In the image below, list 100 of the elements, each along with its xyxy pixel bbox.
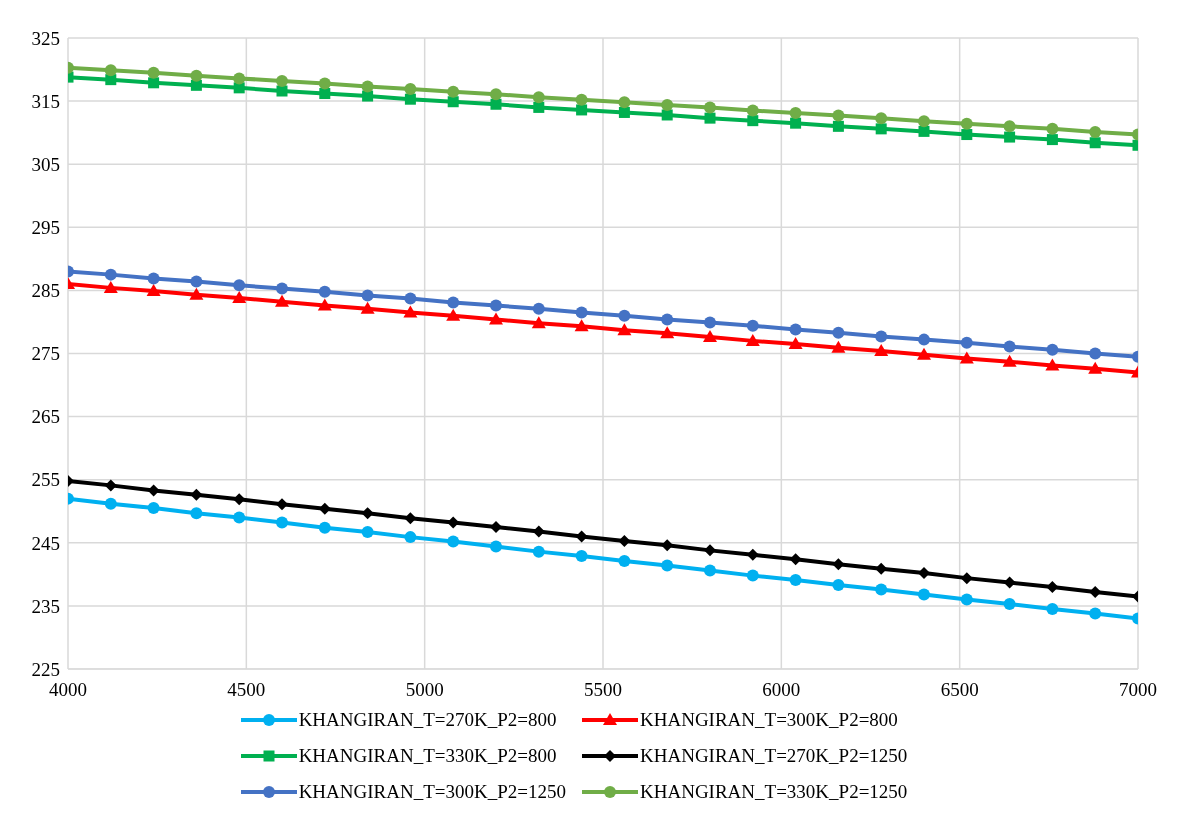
point xyxy=(532,302,545,315)
point xyxy=(704,112,716,124)
point xyxy=(360,301,375,314)
point xyxy=(1046,603,1059,616)
point xyxy=(1002,354,1017,367)
point xyxy=(189,287,204,300)
legend-label: KHANGIRAN_T=330K_P2=800 xyxy=(298,745,557,767)
point xyxy=(532,91,545,104)
point xyxy=(1089,347,1102,360)
point xyxy=(831,340,846,353)
point xyxy=(233,72,246,85)
point xyxy=(190,275,203,288)
point xyxy=(1003,120,1016,133)
point xyxy=(745,333,760,346)
point xyxy=(404,292,417,305)
point xyxy=(1003,598,1016,611)
y-tick-label: 295 xyxy=(31,217,60,239)
point xyxy=(532,545,545,558)
y-tick-label: 275 xyxy=(31,343,60,365)
point xyxy=(746,104,759,117)
point xyxy=(960,572,973,585)
point xyxy=(875,112,888,125)
point xyxy=(317,298,332,311)
point xyxy=(190,507,203,520)
point xyxy=(746,319,759,332)
point xyxy=(361,507,374,520)
point xyxy=(959,351,974,364)
point xyxy=(490,540,502,553)
point xyxy=(574,319,589,332)
point xyxy=(618,534,631,547)
point xyxy=(490,98,502,110)
point xyxy=(490,88,502,101)
x-tick-label: 4000 xyxy=(49,679,87,701)
point xyxy=(490,299,502,312)
point xyxy=(960,336,973,349)
point xyxy=(875,562,888,575)
point xyxy=(233,279,246,292)
point xyxy=(575,93,588,106)
y-tick-label: 325 xyxy=(31,27,60,49)
point xyxy=(875,330,888,343)
point xyxy=(832,579,845,592)
point xyxy=(789,323,802,336)
y-tick-label: 235 xyxy=(31,595,60,617)
legend-label: KHANGIRAN_T=270K_P2=1250 xyxy=(640,745,908,767)
point xyxy=(404,83,417,96)
point xyxy=(875,123,887,135)
point xyxy=(104,497,117,510)
point xyxy=(490,521,502,534)
point xyxy=(618,106,630,118)
point xyxy=(789,107,802,120)
point xyxy=(403,305,418,318)
point xyxy=(318,521,331,534)
point xyxy=(147,272,160,285)
legend-label: KHANGIRAN_T=330K_P2=1250 xyxy=(640,781,908,803)
point xyxy=(618,309,631,322)
point xyxy=(832,109,845,122)
point xyxy=(276,498,288,511)
point xyxy=(147,66,160,79)
x-tick-label: 5000 xyxy=(405,679,444,701)
point xyxy=(617,323,632,336)
point xyxy=(960,117,973,130)
point xyxy=(1004,131,1016,143)
point xyxy=(362,90,374,102)
point xyxy=(576,104,588,116)
point xyxy=(918,115,930,128)
x-tick-label: 7000 xyxy=(1119,679,1157,701)
legend-label: KHANGIRAN_T=270K_P2=800 xyxy=(298,709,557,731)
point xyxy=(703,330,717,343)
point xyxy=(661,109,673,121)
point xyxy=(447,296,460,309)
point xyxy=(704,101,716,114)
point xyxy=(661,98,674,111)
point xyxy=(275,294,289,307)
point xyxy=(575,306,588,319)
point xyxy=(1046,122,1059,135)
y-tick-label: 245 xyxy=(31,532,60,554)
point xyxy=(1046,134,1058,146)
point xyxy=(319,88,331,100)
legend-label: KHANGIRAN_T=300K_P2=800 xyxy=(640,709,898,731)
x-tick-label: 6500 xyxy=(940,679,979,701)
point xyxy=(190,69,203,82)
point xyxy=(918,588,930,601)
point xyxy=(190,488,203,501)
point xyxy=(447,535,460,548)
point xyxy=(660,326,675,339)
point xyxy=(103,280,118,293)
point xyxy=(104,479,117,492)
point xyxy=(1089,126,1102,139)
point xyxy=(276,85,288,97)
point xyxy=(148,77,160,89)
legend-label: KHANGIRAN_T=300K_P2=1250 xyxy=(298,781,566,803)
point xyxy=(489,312,503,325)
point xyxy=(789,574,802,587)
point xyxy=(361,526,374,539)
point xyxy=(790,117,802,129)
point xyxy=(531,316,546,329)
y-tick-label: 265 xyxy=(31,406,60,428)
y-tick-label: 315 xyxy=(31,90,60,112)
point xyxy=(447,85,460,98)
point xyxy=(104,64,117,77)
